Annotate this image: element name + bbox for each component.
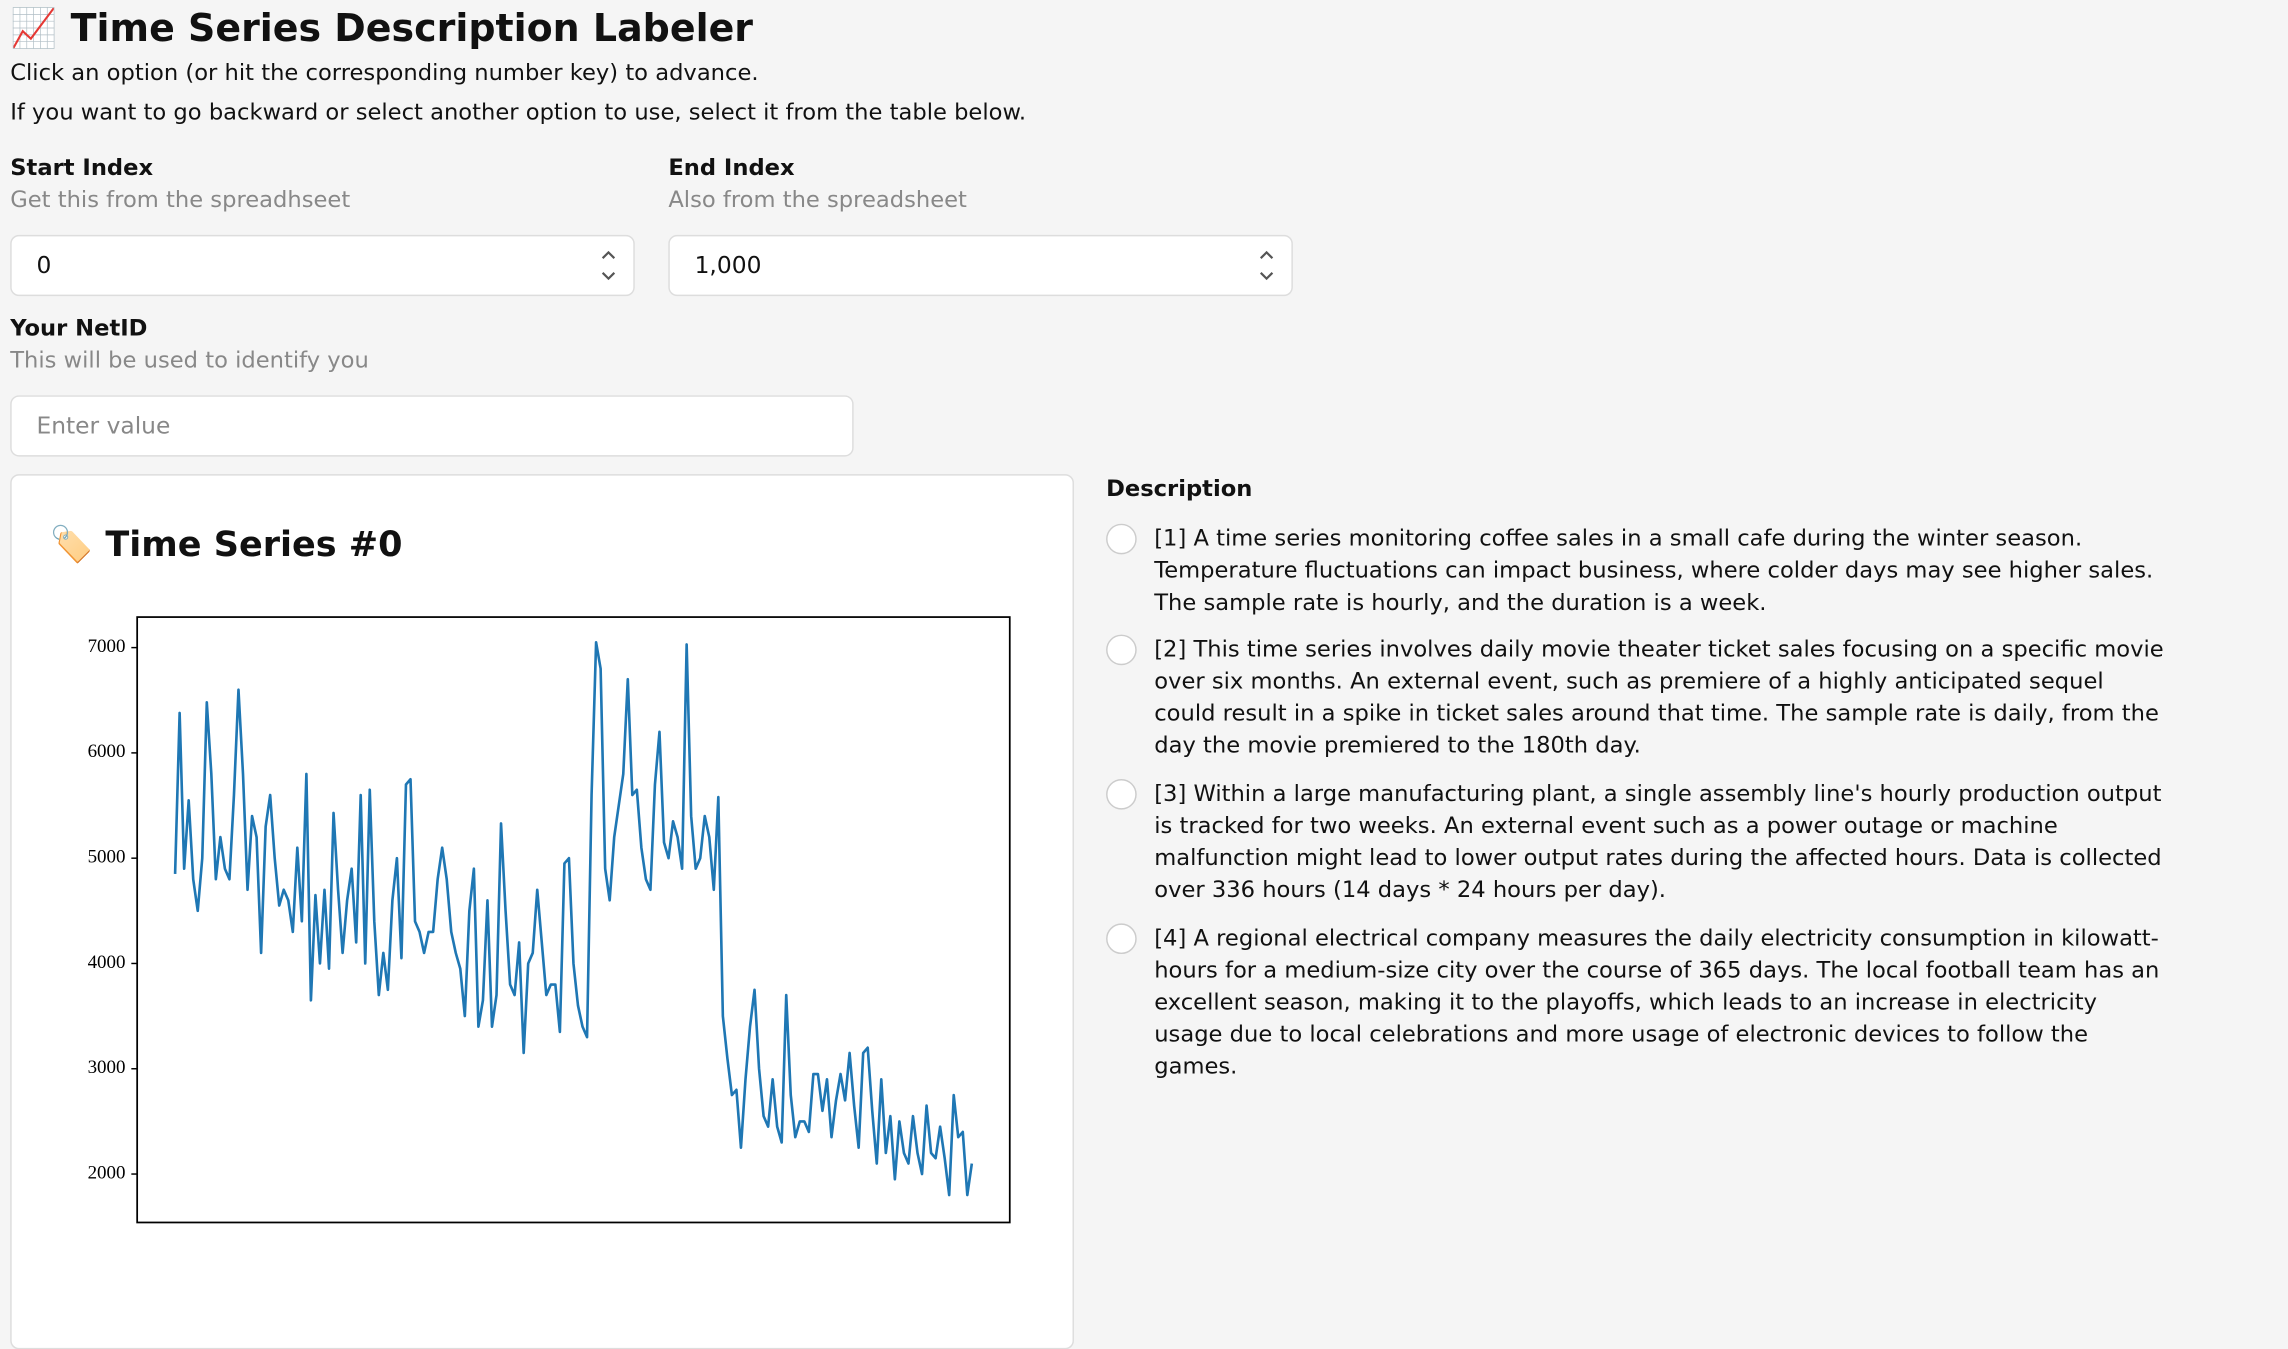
instruction: If you want to go backward or select ano…: [10, 99, 1027, 126]
instruction: Click an option (or hit the correspondin…: [10, 59, 759, 87]
radio[interactable]: [1106, 634, 1137, 666]
page-title: 📈 Time Series Description Labeler: [10, 7, 754, 52]
section-label: Description: [1106, 475, 1253, 502]
radio[interactable]: [1106, 923, 1137, 955]
y-tick-label: 5000: [88, 847, 126, 868]
field-help: Also from the spreadsheet: [668, 186, 967, 213]
y-tick-label: 2000: [88, 1162, 126, 1183]
option-text: [2] This time series involves daily movi…: [1154, 636, 2164, 759]
card: 🏷️ Time Series #0: [10, 474, 1074, 1349]
option-text: [4] A regional electrical company measur…: [1154, 924, 2160, 1080]
field-label: Start Index: [10, 154, 154, 181]
field-help: This will be used to identify you: [10, 347, 369, 374]
input-value: 0: [36, 250, 52, 279]
page: 📈 Time Series Description Labeler Click …: [10, 7, 2171, 1349]
option[interactable]: [2] This time series involves daily movi…: [1106, 633, 2171, 761]
placeholder: Enter value: [36, 411, 171, 440]
option[interactable]: [1] A time series monitoring coffee sale…: [1106, 522, 2171, 618]
spinner[interactable]: [1259, 249, 1274, 281]
number-input[interactable]: 0: [10, 234, 635, 297]
radio[interactable]: [1106, 778, 1137, 810]
series-line: [173, 641, 974, 1197]
option-text: [1] A time series monitoring coffee sale…: [1154, 525, 2154, 616]
y-tick-label: 6000: [88, 741, 126, 762]
field-help: Get this from the spreadhseet: [10, 186, 351, 213]
plot-frame: [136, 616, 1011, 1224]
radio[interactable]: [1106, 523, 1137, 555]
option-text: [3] Within a large manufacturing plant, …: [1154, 780, 2162, 903]
y-tick-label: 3000: [88, 1057, 126, 1078]
field-label: Your NetID: [10, 315, 148, 342]
y-tick-label: 4000: [88, 952, 126, 973]
text-input[interactable]: Enter value: [10, 395, 854, 457]
chart: 2000 3000 4000 5000 6000 7000: [88, 616, 1011, 1224]
option[interactable]: [4] A regional electrical company measur…: [1106, 922, 2171, 1082]
field-label: End Index: [668, 154, 795, 181]
y-tick-label: 7000: [88, 636, 126, 657]
number-input[interactable]: 1,000: [668, 234, 1293, 297]
card-title: 🏷️ Time Series #0: [49, 523, 403, 565]
input-value: 1,000: [694, 250, 762, 279]
spinner[interactable]: [601, 249, 616, 281]
option[interactable]: [3] Within a large manufacturing plant, …: [1106, 778, 2171, 906]
